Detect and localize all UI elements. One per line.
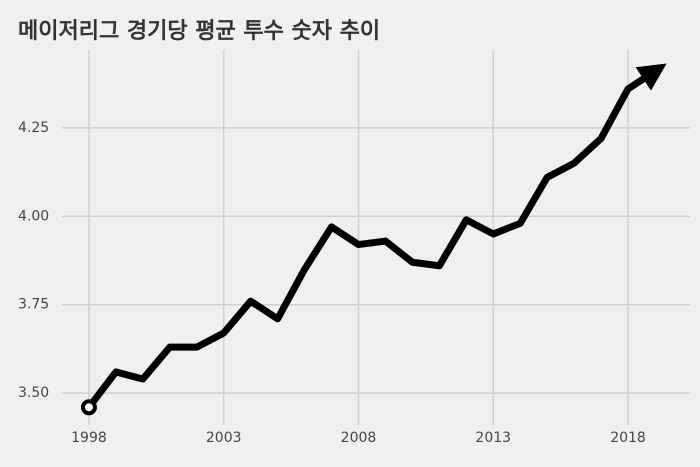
x-tick-label: 2008: [341, 430, 377, 446]
x-tick-label: 1998: [71, 430, 107, 446]
chart-title: 메이저리그 경기당 평균 투수 숫자 추이: [18, 19, 380, 44]
y-tick-label: 4.00: [18, 208, 49, 224]
x-tick-label: 2013: [475, 430, 511, 446]
x-tick-label: 2018: [610, 430, 646, 446]
y-tick-label: 3.75: [18, 297, 49, 313]
y-tick-label: 4.25: [18, 120, 49, 136]
y-tick-label: 3.50: [18, 385, 49, 401]
x-tick-label: 2003: [206, 430, 242, 446]
start-marker: [80, 399, 97, 416]
line: [86, 63, 667, 410]
